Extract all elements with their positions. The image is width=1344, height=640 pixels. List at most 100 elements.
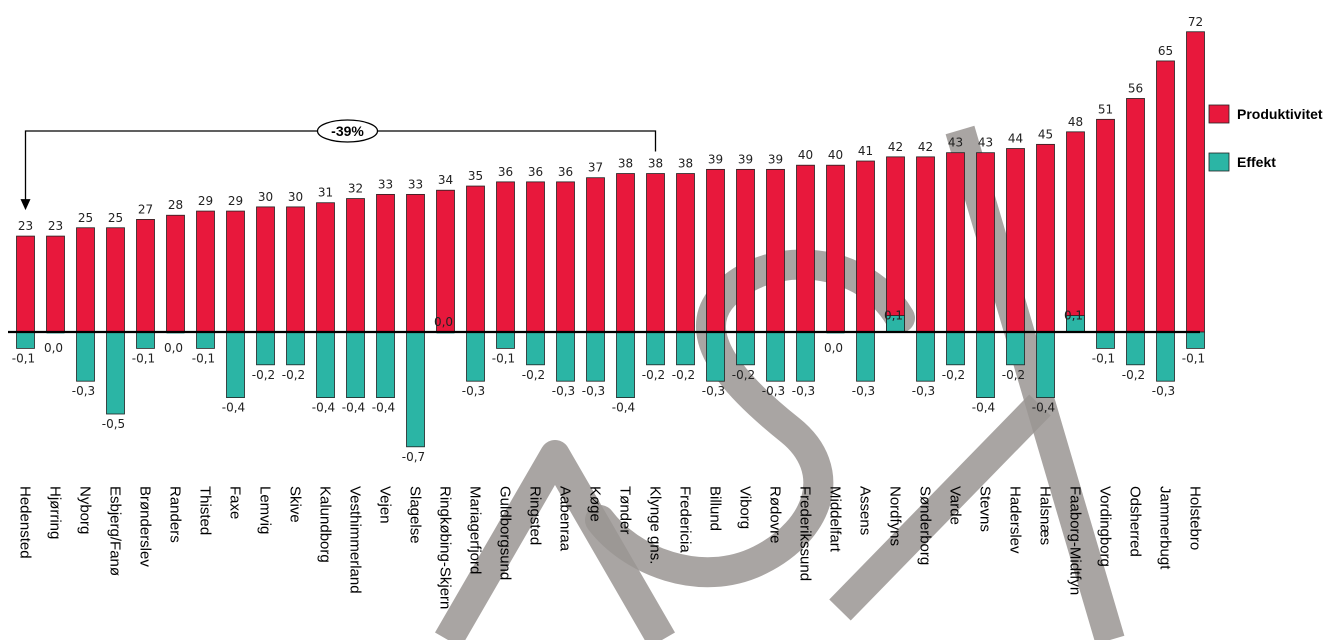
category-label: Viborg — [737, 486, 754, 529]
category-label: Varde — [947, 486, 964, 525]
value-label-produktivitet: 33 — [408, 177, 423, 191]
bar-produktivitet — [46, 235, 65, 333]
value-label-produktivitet: 25 — [108, 211, 123, 225]
bar-produktivitet — [526, 181, 545, 333]
bar-produktivitet — [316, 202, 335, 333]
category-label: Brønderslev — [137, 486, 154, 567]
bar-effekt — [346, 331, 365, 398]
category-label: Vejen — [377, 486, 394, 524]
value-label-produktivitet: 36 — [498, 165, 513, 179]
category-label: Faaborg-Midtfyn — [1067, 486, 1084, 595]
category-label: Vesthimmerland — [347, 486, 364, 594]
value-label-produktivitet: 51 — [1098, 102, 1113, 116]
bar-effekt — [1156, 331, 1175, 382]
value-label-effekt: -0,2 — [672, 368, 695, 382]
legend-label-effekt: Effekt — [1237, 154, 1276, 170]
value-label-produktivitet: 43 — [978, 136, 993, 150]
bar-produktivitet — [196, 210, 215, 333]
bar-produktivitet — [826, 164, 845, 333]
watermark-letter-a — [435, 440, 675, 640]
category-label: Faxe — [227, 486, 244, 519]
bar-effekt — [16, 331, 35, 349]
bar-effekt — [1186, 331, 1205, 349]
value-label-produktivitet: 23 — [48, 219, 63, 233]
bar-produktivitet — [766, 168, 785, 333]
bar-effekt — [406, 331, 425, 448]
category-label: Rødovre — [767, 486, 784, 544]
category-label: Middelfart — [827, 486, 844, 553]
value-label-effekt: -0,4 — [612, 401, 635, 415]
bar-effekt — [76, 331, 95, 382]
bar-produktivitet — [286, 206, 305, 333]
value-label-produktivitet: 42 — [918, 140, 933, 154]
category-label: Billund — [707, 486, 724, 531]
category-label: Ringsted — [527, 486, 544, 545]
bar-effekt — [106, 331, 125, 415]
value-label-effekt: -0,3 — [582, 384, 605, 398]
bar-produktivitet — [226, 210, 245, 333]
bar-effekt — [196, 331, 215, 349]
legend: Produktivitet Effekt — [1208, 104, 1323, 172]
value-label-produktivitet: 39 — [768, 152, 783, 166]
value-label-produktivitet: 38 — [618, 157, 633, 171]
bar-effekt — [136, 331, 155, 349]
bar-effekt — [526, 331, 545, 366]
value-label-effekt: -0,1 — [12, 351, 35, 365]
category-label: Slagelse — [407, 486, 424, 544]
value-label-produktivitet: 25 — [78, 211, 93, 225]
legend-swatch-effekt — [1208, 152, 1230, 172]
category-label: Frederikssund — [797, 486, 814, 581]
category-label: Fredericia — [677, 486, 694, 553]
bar-produktivitet — [1126, 98, 1145, 333]
value-label-produktivitet: 40 — [828, 148, 843, 162]
bar-effekt — [466, 331, 485, 382]
value-label-produktivitet: 27 — [138, 202, 153, 216]
bar-produktivitet — [946, 152, 965, 333]
value-label-effekt: -0,4 — [222, 401, 245, 415]
category-label: Haderslev — [1007, 486, 1024, 554]
bar-produktivitet — [1036, 143, 1055, 333]
category-label: Thisted — [197, 486, 214, 535]
bar-produktivitet — [406, 193, 425, 333]
category-label: Halsnæs — [1037, 486, 1054, 545]
value-label-effekt: -0,2 — [1122, 368, 1145, 382]
category-label: Esbjerg/Fanø — [107, 486, 124, 576]
value-label-effekt: -0,3 — [702, 384, 725, 398]
bar-effekt — [616, 331, 635, 398]
bar-produktivitet — [496, 181, 515, 333]
category-label: Nyborg — [77, 486, 94, 534]
bars — [16, 31, 1205, 448]
value-label-produktivitet: 56 — [1128, 81, 1143, 95]
value-label-effekt: -0,3 — [912, 384, 935, 398]
category-label: Hedensted — [17, 486, 34, 559]
value-label-produktivitet: 40 — [798, 148, 813, 162]
bar-effekt — [766, 331, 785, 382]
value-label-effekt: -0,2 — [942, 368, 965, 382]
bar-effekt — [376, 331, 395, 398]
value-label-produktivitet: 23 — [18, 219, 33, 233]
bar-effekt — [226, 331, 245, 398]
value-label-produktivitet: 48 — [1068, 115, 1083, 129]
value-label-effekt: -0,2 — [1002, 368, 1025, 382]
value-label-effekt: -0,3 — [762, 384, 785, 398]
bar-produktivitet — [1006, 148, 1025, 333]
category-label: Hjørring — [47, 486, 64, 539]
value-label-effekt: -0,3 — [72, 384, 95, 398]
bar-produktivitet — [646, 173, 665, 333]
value-label-produktivitet: 39 — [708, 152, 723, 166]
bar-effekt — [316, 331, 335, 398]
value-label-effekt: -0,4 — [312, 401, 335, 415]
bar-produktivitet — [586, 177, 605, 333]
value-label-produktivitet: 32 — [348, 182, 363, 196]
bar-produktivitet — [1096, 118, 1115, 333]
callout-text: -39% — [331, 123, 364, 139]
value-label-effekt: 0,0 — [44, 341, 63, 355]
bar-produktivitet — [676, 173, 695, 333]
value-label-effekt: -0,3 — [462, 384, 485, 398]
value-label-effekt: -0,3 — [852, 384, 875, 398]
bar-effekt — [1096, 331, 1115, 349]
bar-effekt — [916, 331, 935, 382]
callout: -39% — [20, 119, 657, 211]
bar-effekt — [1126, 331, 1145, 366]
